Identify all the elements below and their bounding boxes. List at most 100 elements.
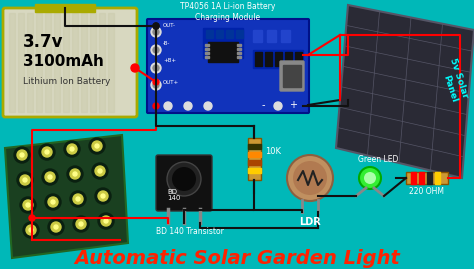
Text: +: + — [289, 100, 297, 110]
Circle shape — [153, 47, 159, 53]
Circle shape — [48, 219, 64, 235]
Text: +B+: +B+ — [163, 58, 176, 63]
Circle shape — [26, 225, 36, 235]
Bar — [203, 28, 243, 58]
Circle shape — [153, 82, 159, 88]
Circle shape — [20, 153, 24, 157]
Bar — [237, 44, 241, 46]
Text: Lithium Ion Battery: Lithium Ion Battery — [23, 77, 110, 87]
Bar — [267, 30, 276, 42]
Circle shape — [23, 178, 27, 182]
Circle shape — [274, 102, 282, 110]
Circle shape — [20, 197, 36, 213]
Bar — [406, 172, 448, 184]
Circle shape — [153, 103, 159, 109]
Circle shape — [153, 23, 159, 29]
Circle shape — [20, 175, 30, 185]
Circle shape — [131, 64, 139, 72]
Circle shape — [184, 102, 192, 110]
Text: BD
140: BD 140 — [167, 189, 181, 201]
Bar — [206, 30, 213, 38]
Circle shape — [151, 63, 161, 73]
Circle shape — [293, 161, 327, 195]
Circle shape — [153, 65, 159, 71]
Bar — [285, 52, 292, 66]
Bar — [208, 42, 238, 62]
Bar — [255, 52, 262, 66]
Circle shape — [167, 162, 201, 196]
Circle shape — [51, 222, 61, 232]
Circle shape — [172, 167, 196, 191]
Circle shape — [153, 79, 159, 85]
Text: Green LED: Green LED — [358, 155, 398, 165]
Bar — [205, 44, 209, 46]
Circle shape — [151, 45, 161, 55]
Circle shape — [14, 147, 30, 163]
Circle shape — [95, 144, 99, 148]
Text: 10K: 10K — [265, 147, 281, 157]
Circle shape — [23, 222, 39, 238]
Bar — [281, 30, 290, 42]
Bar — [275, 52, 282, 66]
Circle shape — [67, 144, 77, 154]
Circle shape — [98, 213, 114, 229]
Circle shape — [45, 172, 55, 182]
Bar — [253, 30, 262, 42]
Bar — [237, 56, 241, 58]
FancyBboxPatch shape — [147, 19, 309, 113]
Circle shape — [164, 102, 172, 110]
Circle shape — [98, 191, 108, 201]
Circle shape — [76, 197, 80, 201]
Circle shape — [39, 144, 55, 160]
Bar — [295, 52, 302, 66]
Bar — [419, 172, 424, 184]
Circle shape — [92, 163, 108, 179]
Circle shape — [17, 172, 33, 188]
Circle shape — [153, 29, 159, 35]
Bar — [265, 52, 272, 66]
Circle shape — [42, 147, 52, 157]
Circle shape — [45, 150, 49, 154]
Circle shape — [17, 150, 27, 160]
Circle shape — [95, 188, 111, 204]
Bar — [54, 13, 60, 112]
Bar — [205, 52, 209, 54]
Text: 3.7v: 3.7v — [23, 33, 64, 51]
Bar — [45, 13, 51, 112]
Polygon shape — [5, 135, 128, 258]
FancyBboxPatch shape — [3, 8, 137, 117]
Bar — [205, 48, 209, 50]
Circle shape — [29, 228, 33, 232]
Circle shape — [70, 191, 86, 207]
Bar — [108, 13, 114, 112]
Bar — [63, 13, 69, 112]
Bar — [248, 168, 261, 173]
Circle shape — [153, 23, 159, 29]
Text: 3100mAh: 3100mAh — [23, 55, 104, 69]
Circle shape — [45, 194, 61, 210]
Text: BD 140 Transistor: BD 140 Transistor — [156, 226, 224, 235]
Text: LDR: LDR — [299, 217, 321, 227]
Bar — [27, 13, 33, 112]
Text: 220 OHM: 220 OHM — [410, 187, 445, 196]
Bar — [283, 65, 301, 87]
Circle shape — [359, 167, 381, 189]
Circle shape — [101, 194, 105, 198]
Circle shape — [76, 219, 86, 229]
Bar — [236, 30, 243, 38]
Bar — [216, 30, 223, 38]
Bar — [427, 172, 432, 184]
Circle shape — [73, 172, 77, 176]
Bar — [72, 13, 78, 112]
Text: TP4056 1A Li-ion Battery
Charging Module: TP4056 1A Li-ion Battery Charging Module — [180, 2, 276, 22]
Bar — [99, 13, 105, 112]
Text: Automatic Solar Garden Light: Automatic Solar Garden Light — [74, 249, 400, 267]
Circle shape — [48, 197, 58, 207]
Bar — [36, 13, 42, 112]
Circle shape — [287, 155, 333, 201]
Circle shape — [26, 203, 30, 207]
Circle shape — [70, 147, 74, 151]
Circle shape — [51, 200, 55, 204]
Circle shape — [151, 27, 161, 37]
Bar — [81, 13, 87, 112]
